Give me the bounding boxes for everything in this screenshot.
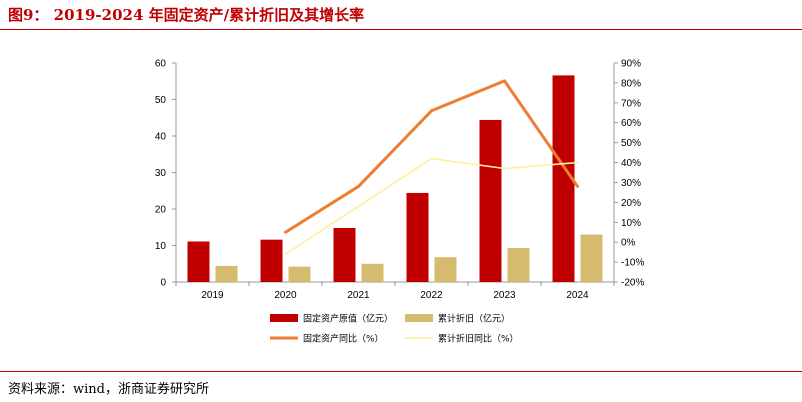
axes	[172, 62, 618, 286]
y-right-tick-label: -10%	[621, 258, 644, 269]
y-left-tick-label: 0	[160, 278, 166, 289]
y-right-tick-label: 0%	[621, 238, 636, 249]
title-divider	[0, 29, 802, 30]
legend: 固定资产原值（亿元） 累计折旧（亿元） 固定资产同比（%） 累计折旧同比（%）	[270, 313, 519, 345]
x-tick-label: 2021	[347, 290, 370, 301]
source-note: 资料来源：wind，浙商证券研究所	[8, 382, 209, 397]
line-fixed-assets-yoy	[284, 79, 579, 234]
source-divider	[0, 371, 802, 372]
y-right-tick-label: 50%	[621, 138, 641, 149]
y-left-tick-label: 60	[155, 59, 167, 70]
bars	[187, 75, 603, 282]
y-right-tick-label: 70%	[621, 98, 641, 109]
y-right-tick-label: 60%	[621, 118, 641, 129]
y-right-tick-label: 20%	[621, 198, 641, 209]
y-left-tick-label: 20	[155, 205, 167, 216]
x-tick-label: 2023	[493, 290, 516, 301]
bar-fixed-assets	[406, 192, 429, 282]
bar-depreciation	[434, 257, 457, 282]
figure-title: 图9： 2019-2024 年固定资产/累计折旧及其增长率	[8, 6, 365, 24]
bar-fixed-assets	[479, 119, 502, 282]
bar-depreciation	[580, 234, 603, 282]
y-right-tick-label: 40%	[621, 158, 641, 169]
x-tick-label: 2020	[274, 290, 297, 301]
bar-depreciation	[215, 265, 238, 282]
y-right-tick-label: 10%	[621, 218, 641, 229]
bar-fixed-assets	[260, 239, 283, 282]
line-depreciation-yoy	[284, 157, 579, 255]
x-tick-label: 2024	[566, 290, 589, 301]
legend-fixed-assets-swatch	[270, 314, 298, 322]
legend-fixed-assets-label: 固定资产原值（亿元）	[303, 313, 393, 325]
bar-fixed-assets	[187, 241, 210, 282]
x-tick-label: 2019	[201, 290, 224, 301]
legend-depreciation-label: 累计折旧（亿元）	[438, 313, 510, 325]
y-left-tick-label: 10	[155, 241, 167, 252]
legend-depreciation-yoy-label: 累计折旧同比（%）	[438, 333, 519, 345]
y-left-tick-label: 50	[155, 95, 167, 106]
y-right-tick-label: 30%	[621, 178, 641, 189]
y-right-tick-label: -20%	[621, 278, 644, 289]
lines	[284, 79, 579, 255]
tick-labels: 0 10 20 30 40 50 60 -20% -10% 0% 10% 20% 30% 40% 50% 60…	[155, 59, 645, 302]
bar-depreciation	[288, 266, 311, 282]
y-right-tick-label: 90%	[621, 59, 641, 70]
legend-depreciation-swatch	[405, 314, 433, 322]
y-right-tick-label: 80%	[621, 78, 641, 89]
bar-depreciation	[507, 248, 530, 282]
y-left-tick-label: 40	[155, 132, 167, 143]
legend-fixed-assets-yoy-label: 固定资产同比（%）	[303, 333, 384, 345]
bar-fixed-assets	[552, 75, 575, 282]
bar-depreciation	[361, 263, 384, 282]
y-left-tick-label: 30	[155, 168, 167, 179]
x-tick-label: 2022	[420, 290, 443, 301]
bar-fixed-assets	[333, 227, 356, 282]
